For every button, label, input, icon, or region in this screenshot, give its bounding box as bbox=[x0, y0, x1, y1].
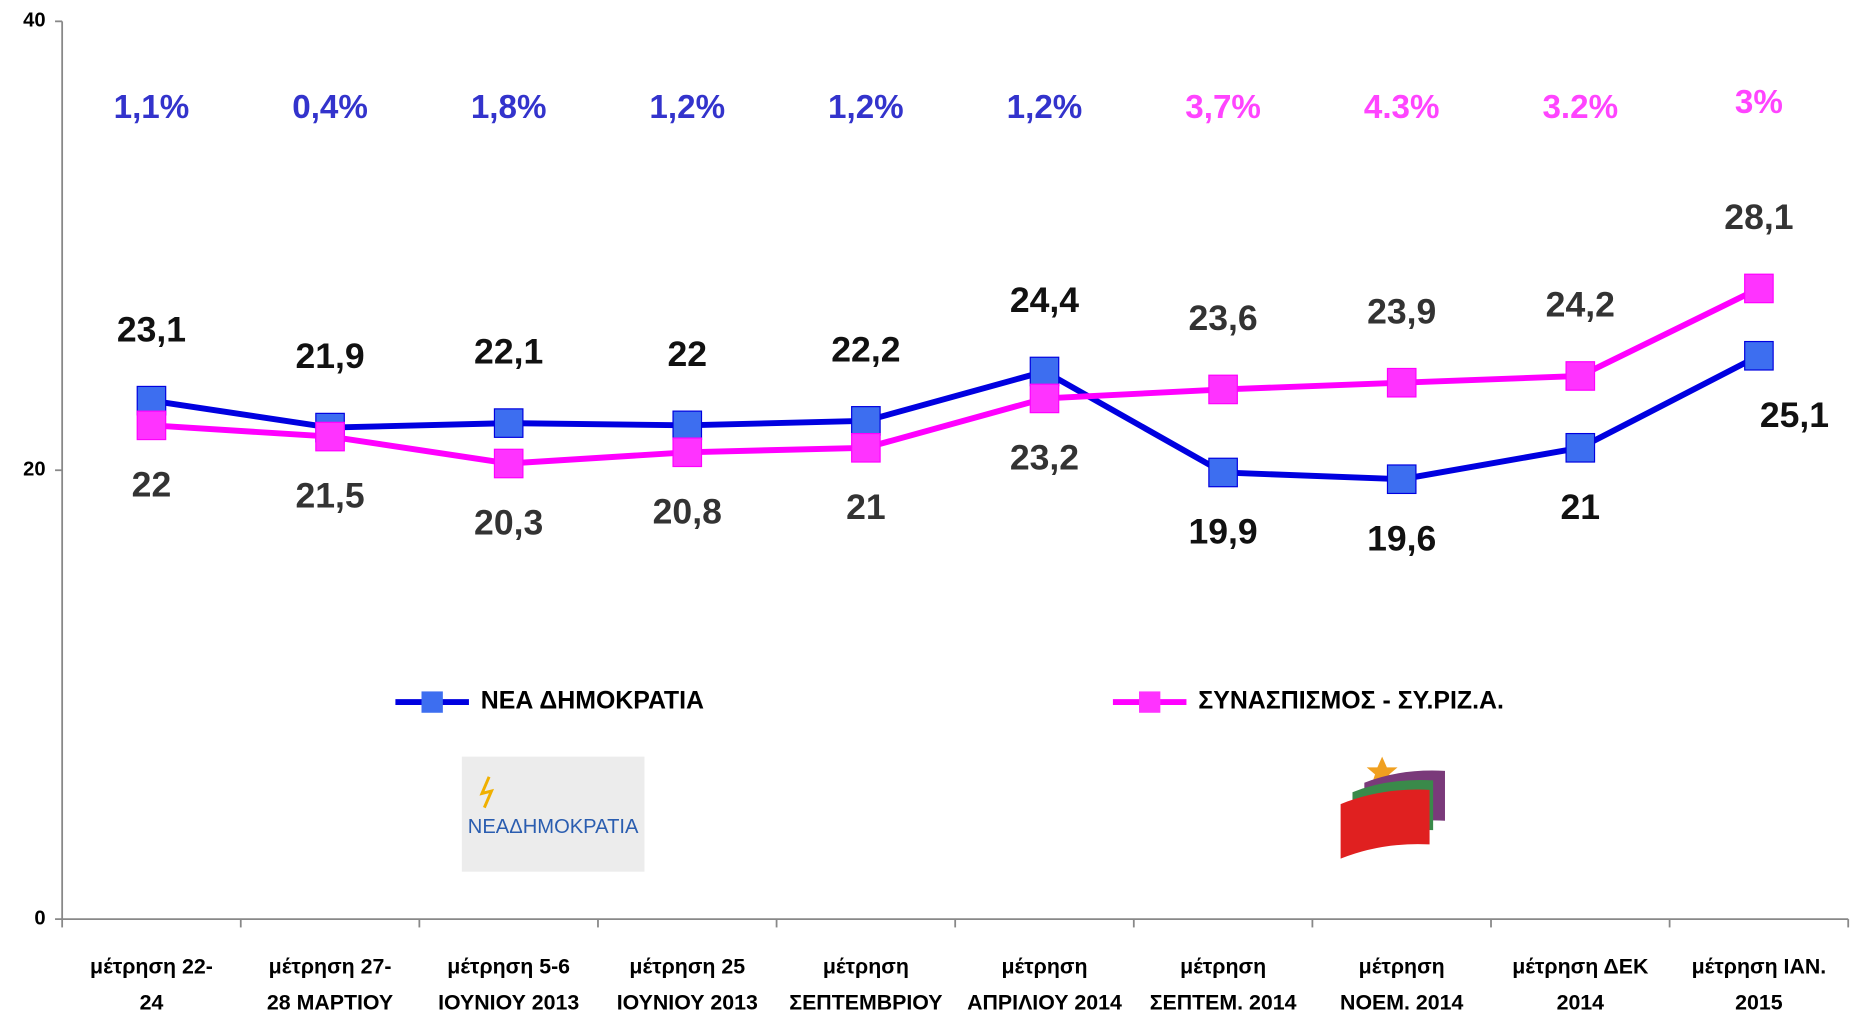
annotation: 1,2% bbox=[649, 89, 725, 126]
annotation: 4.3% bbox=[1364, 89, 1440, 126]
x-tick-label: μέτρηση ΝΟΕΜ. 2014 bbox=[1340, 954, 1463, 1014]
marker bbox=[136, 410, 167, 441]
x-tick-label-line: μέτρηση 27- bbox=[269, 954, 392, 978]
marker bbox=[493, 448, 524, 479]
nd-logo-flame bbox=[479, 776, 495, 809]
x-tick-label: μέτρηση ΙΑΝ. 2015 bbox=[1692, 954, 1827, 1014]
x-tick-label-line: μέτρηση ΔΕΚ bbox=[1512, 954, 1649, 978]
value-label: 21,9 bbox=[295, 336, 364, 376]
x-tick-label: μέτρηση ΑΠΡΙΛΙΟΥ 2014 bbox=[967, 954, 1122, 1014]
x-tick-label-line: 28 ΜΑΡΤΙΟΥ bbox=[267, 990, 393, 1014]
x-tick-label-line: μέτρηση bbox=[1359, 954, 1445, 978]
y-tick-label: 20 bbox=[23, 459, 45, 481]
x-tick-label-line: ΑΠΡΙΛΙΟΥ 2014 bbox=[967, 990, 1122, 1014]
y-tick-label: 40 bbox=[23, 10, 45, 32]
value-label: 19,9 bbox=[1188, 512, 1257, 552]
x-tick-label: μέτρηση ΣΕΠΤΕΜΒΡΙΟΥ bbox=[789, 954, 942, 1014]
x-tick-label-line: ΣΕΠΤΕΜ. 2014 bbox=[1150, 990, 1297, 1014]
annotation: 1,2% bbox=[828, 89, 904, 126]
x-tick-label: μέτρηση ΔΕΚ 2014 bbox=[1512, 954, 1649, 1014]
marker bbox=[672, 437, 703, 468]
value-label: 23,1 bbox=[117, 309, 186, 349]
value-label: 19,6 bbox=[1367, 518, 1436, 558]
value-label: 21 bbox=[1561, 487, 1601, 527]
annotation: 1,2% bbox=[1007, 89, 1083, 126]
x-tick-label-line: μέτρηση ΙΑΝ. bbox=[1692, 954, 1827, 978]
value-label: 22,2 bbox=[831, 329, 900, 369]
marker bbox=[851, 432, 881, 463]
y-tick-label: 0 bbox=[34, 907, 45, 929]
value-label: 20,8 bbox=[653, 491, 722, 531]
marker bbox=[1208, 374, 1238, 405]
x-tick-label-line: μέτρηση 25 bbox=[629, 954, 745, 978]
x-tick-label-line: μέτρηση bbox=[1180, 954, 1266, 978]
marker bbox=[1208, 457, 1238, 488]
value-label: 23,9 bbox=[1367, 291, 1436, 331]
value-label: 23,2 bbox=[1010, 437, 1079, 477]
marker bbox=[1744, 273, 1774, 304]
nd-logo bbox=[461, 756, 645, 872]
value-label: 28,1 bbox=[1724, 197, 1793, 237]
syriza-logo bbox=[1340, 756, 1445, 859]
marker bbox=[1029, 383, 1060, 414]
value-label: 22 bbox=[667, 334, 707, 374]
x-tick-label-line: ΝΟΕΜ. 2014 bbox=[1340, 990, 1463, 1014]
x-tick-label-line: 2015 bbox=[1735, 990, 1783, 1014]
marker bbox=[1565, 361, 1596, 391]
annotation: 3,7% bbox=[1185, 89, 1261, 126]
value-label: 20,3 bbox=[474, 503, 543, 543]
marker bbox=[1744, 340, 1774, 371]
annotation: 0,4% bbox=[292, 89, 368, 126]
x-tick-label-line: μέτρηση bbox=[823, 954, 909, 978]
series-line bbox=[151, 353, 1761, 483]
x-tick-label: μέτρηση ΣΕΠΤΕΜ. 2014 bbox=[1150, 954, 1297, 1014]
annotation: 1,1% bbox=[114, 89, 190, 126]
value-label: 25,1 bbox=[1760, 395, 1829, 435]
value-label: 24,2 bbox=[1546, 285, 1615, 325]
legend-marker bbox=[1139, 691, 1161, 713]
x-tick-label-line: μέτρηση bbox=[1001, 954, 1087, 978]
x-tick-label: μέτρηση 5-6 ΙΟΥΝΙΟΥ 2013 bbox=[438, 954, 579, 1014]
x-tick-label: μέτρηση 25 ΙΟΥΝΙΟΥ 2013 bbox=[617, 954, 758, 1014]
x-tick-label-line: ΙΟΥΝΙΟΥ 2013 bbox=[438, 990, 579, 1014]
marker bbox=[1029, 356, 1060, 387]
value-label: 24,4 bbox=[1010, 280, 1079, 320]
x-tick-label-line: ΣΕΠΤΕΜΒΡΙΟΥ bbox=[789, 990, 942, 1014]
value-label: 21,5 bbox=[295, 476, 364, 516]
x-tick-label: μέτρηση 22- 24 bbox=[90, 954, 213, 1014]
annotation: 1,8% bbox=[471, 89, 547, 126]
x-tick-label-line: 2014 bbox=[1557, 990, 1605, 1014]
x-tick-label-line: ΙΟΥΝΙΟΥ 2013 bbox=[617, 990, 758, 1014]
x-tick-label-line: μέτρηση 5-6 bbox=[447, 954, 570, 978]
value-label: 22,1 bbox=[474, 332, 543, 372]
marker bbox=[1386, 464, 1417, 495]
x-tick-label: μέτρηση 27- 28 ΜΑΡΤΙΟΥ bbox=[267, 954, 393, 1014]
series-line bbox=[151, 285, 1761, 467]
annotation: 3% bbox=[1735, 84, 1783, 121]
value-label: 21 bbox=[846, 487, 886, 527]
marker bbox=[1565, 432, 1596, 463]
marker bbox=[672, 410, 703, 441]
marker bbox=[315, 421, 345, 452]
marker bbox=[851, 406, 881, 436]
value-label: 22 bbox=[132, 464, 172, 504]
value-label: 23,6 bbox=[1188, 298, 1257, 338]
marker bbox=[1386, 367, 1417, 398]
marker bbox=[493, 408, 524, 438]
annotation: 3.2% bbox=[1542, 89, 1618, 126]
legend-label: ΣΥΝΑΣΠΙΣΜΟΣ - ΣΥ.ΡΙΖ.Α. bbox=[1198, 687, 1504, 715]
legend-label: ΝΕΑ ΔΗΜΟΚΡΑΤΙΑ bbox=[481, 687, 704, 715]
nd-logo-text: ΝΕΑΔΗΜΟΚΡΑΤΙΑ bbox=[468, 816, 639, 838]
legend-marker bbox=[421, 691, 443, 713]
x-tick-label-line: 24 bbox=[140, 990, 164, 1014]
x-tick-label-line: μέτρηση 22- bbox=[90, 954, 213, 978]
